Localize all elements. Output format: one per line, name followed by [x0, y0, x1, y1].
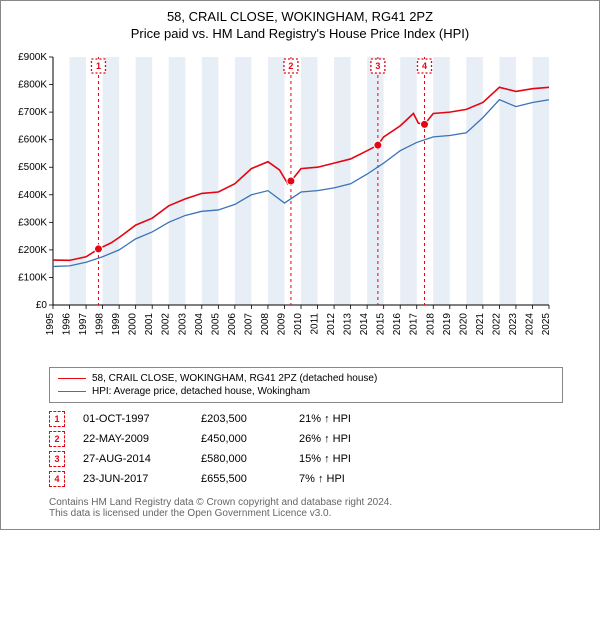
- svg-text:2: 2: [288, 61, 293, 71]
- svg-text:2011: 2011: [310, 313, 321, 335]
- svg-text:2003: 2003: [177, 313, 188, 336]
- svg-text:2007: 2007: [243, 313, 254, 336]
- svg-text:£400K: £400K: [18, 190, 47, 201]
- svg-text:1999: 1999: [111, 313, 122, 336]
- svg-text:£300K: £300K: [18, 217, 47, 228]
- svg-text:2018: 2018: [425, 313, 436, 336]
- table-row: 2 22-MAY-2009 £450,000 26% ↑ HPI: [49, 429, 563, 449]
- svg-text:2025: 2025: [541, 313, 552, 336]
- svg-text:£0: £0: [36, 300, 48, 311]
- svg-text:4: 4: [422, 61, 427, 71]
- txn-date: 23-JUN-2017: [83, 473, 183, 485]
- title-subtitle: Price paid vs. HM Land Registry's House …: [11, 26, 589, 41]
- svg-text:£100K: £100K: [18, 272, 47, 283]
- footer: Contains HM Land Registry data © Crown c…: [49, 497, 587, 519]
- titles: 58, CRAIL CLOSE, WOKINGHAM, RG41 2PZ Pri…: [1, 1, 599, 45]
- svg-text:£600K: £600K: [18, 135, 47, 146]
- txn-delta: 7% ↑ HPI: [299, 473, 409, 485]
- svg-text:2001: 2001: [144, 313, 155, 336]
- legend-row-subject: 58, CRAIL CLOSE, WOKINGHAM, RG41 2PZ (de…: [58, 372, 554, 385]
- svg-text:2020: 2020: [458, 313, 469, 336]
- table-row: 1 01-OCT-1997 £203,500 21% ↑ HPI: [49, 409, 563, 429]
- svg-text:2019: 2019: [442, 313, 453, 336]
- svg-text:2012: 2012: [326, 313, 337, 336]
- svg-text:2022: 2022: [491, 313, 502, 336]
- legend-swatch-subject: [58, 378, 86, 379]
- txn-date: 27-AUG-2014: [83, 453, 183, 465]
- txn-price: £580,000: [201, 453, 281, 465]
- svg-text:2005: 2005: [210, 313, 221, 336]
- line-chart: £0 £100K £200K £300K £400K £500K £600K £700K £80…: [11, 51, 559, 361]
- footer-line2: This data is licensed under the Open Gov…: [49, 508, 587, 519]
- svg-text:£900K: £900K: [18, 52, 47, 63]
- marker-box: 3: [49, 451, 65, 467]
- svg-text:3: 3: [375, 61, 380, 71]
- svg-text:2006: 2006: [227, 313, 238, 336]
- marker-box: 2: [49, 431, 65, 447]
- footer-line1: Contains HM Land Registry data © Crown c…: [49, 497, 587, 508]
- transaction-table: 1 01-OCT-1997 £203,500 21% ↑ HPI 2 22-MAY-200…: [49, 409, 563, 489]
- svg-text:1995: 1995: [45, 313, 56, 336]
- legend: 58, CRAIL CLOSE, WOKINGHAM, RG41 2PZ (de…: [49, 367, 563, 403]
- txn-delta: 26% ↑ HPI: [299, 433, 409, 445]
- svg-text:2009: 2009: [276, 313, 287, 336]
- svg-text:2024: 2024: [524, 313, 535, 336]
- svg-text:1997: 1997: [78, 313, 89, 336]
- svg-text:2014: 2014: [359, 313, 370, 336]
- marker-box: 1: [49, 411, 65, 427]
- svg-text:2017: 2017: [409, 313, 420, 336]
- legend-label-subject: 58, CRAIL CLOSE, WOKINGHAM, RG41 2PZ (de…: [92, 373, 377, 384]
- txn-delta: 15% ↑ HPI: [299, 453, 409, 465]
- txn-date: 01-OCT-1997: [83, 413, 183, 425]
- svg-text:2021: 2021: [475, 313, 486, 336]
- txn-delta: 21% ↑ HPI: [299, 413, 409, 425]
- svg-text:2004: 2004: [194, 313, 205, 336]
- txn-price: £450,000: [201, 433, 281, 445]
- legend-label-hpi: HPI: Average price, detached house, Woki…: [92, 386, 310, 397]
- chart-frame: 58, CRAIL CLOSE, WOKINGHAM, RG41 2PZ Pri…: [0, 0, 600, 530]
- svg-text:2023: 2023: [508, 313, 519, 336]
- svg-text:2016: 2016: [392, 313, 403, 336]
- svg-text:£500K: £500K: [18, 162, 47, 173]
- svg-text:1996: 1996: [62, 313, 73, 336]
- chart-area: £0 £100K £200K £300K £400K £500K £600K £700K £80…: [1, 45, 599, 361]
- txn-date: 22-MAY-2009: [83, 433, 183, 445]
- txn-price: £203,500: [201, 413, 281, 425]
- table-row: 4 23-JUN-2017 £655,500 7% ↑ HPI: [49, 469, 563, 489]
- svg-text:1: 1: [96, 61, 101, 71]
- title-address: 58, CRAIL CLOSE, WOKINGHAM, RG41 2PZ: [11, 9, 589, 24]
- svg-text:2008: 2008: [260, 313, 271, 336]
- marker-box: 4: [49, 471, 65, 487]
- svg-text:2002: 2002: [161, 313, 172, 336]
- svg-text:£700K: £700K: [18, 107, 47, 118]
- table-row: 3 27-AUG-2014 £580,000 15% ↑ HPI: [49, 449, 563, 469]
- svg-text:1998: 1998: [95, 313, 106, 336]
- svg-text:2013: 2013: [343, 313, 354, 336]
- svg-text:£800K: £800K: [18, 80, 47, 91]
- svg-text:2015: 2015: [376, 313, 387, 336]
- svg-text:2000: 2000: [128, 313, 139, 336]
- txn-price: £655,500: [201, 473, 281, 485]
- legend-row-hpi: HPI: Average price, detached house, Woki…: [58, 385, 554, 398]
- svg-text:£200K: £200K: [18, 245, 47, 256]
- svg-text:2010: 2010: [293, 313, 304, 336]
- legend-swatch-hpi: [58, 391, 86, 392]
